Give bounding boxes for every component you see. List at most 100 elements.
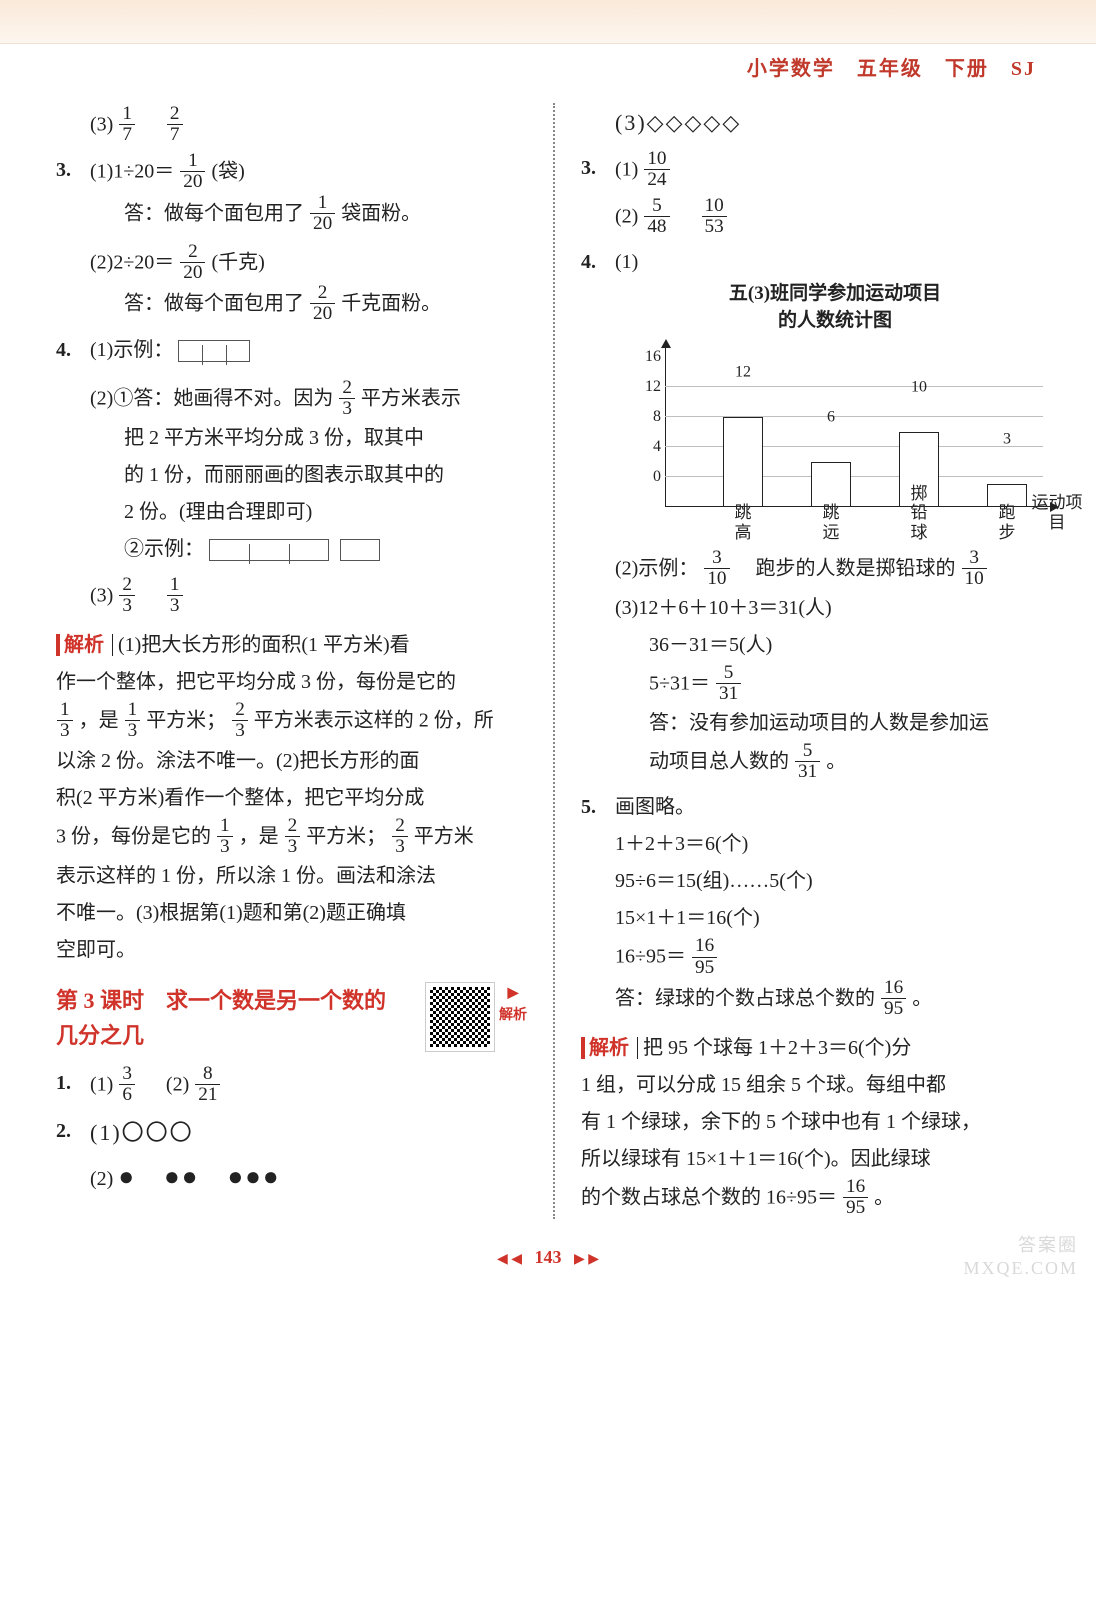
fraction: 220 — [180, 242, 205, 283]
page-header: 小学数学 五年级 下册 SJ — [0, 44, 1096, 85]
shapes-dots: (2) ● ●● ●●● — [90, 1153, 527, 1201]
text: 16÷95＝ — [615, 946, 686, 968]
line: (1)示例： — [90, 332, 527, 369]
q-number: 5. — [581, 789, 615, 1020]
text: 平方米； — [146, 709, 226, 731]
q-number: 2. — [56, 1113, 90, 1202]
fraction: 23 — [119, 575, 135, 616]
triangle-icon: ▶ ▶ — [574, 1252, 599, 1267]
label: (3) — [90, 113, 113, 135]
text: 积(2 平方米)看作一个整体，把它平均分成 — [56, 780, 527, 817]
text: 把 95 个球每 1＋2＋3＝6(个)分 — [643, 1037, 911, 1059]
text: 15×1＋1＝16(个) — [615, 900, 1054, 937]
text: (1)把大长方形的面积(1 平方米)看 — [118, 634, 410, 656]
dot-group: ● ●● ●●● — [118, 1162, 280, 1191]
analysis-label: 解析 — [581, 1037, 629, 1059]
line: (3) 23 13 — [90, 576, 527, 617]
fraction: 13 — [57, 700, 73, 741]
text: (3) — [90, 584, 113, 606]
text: (袋) — [211, 161, 244, 183]
line: (1)1÷20＝ 120 (袋) — [90, 152, 527, 193]
q-number: 1. — [56, 1065, 90, 1106]
line: 答：绿球的个数占球总个数的 1695 。 — [615, 979, 1054, 1020]
page-footer: ◀ ◀ 143 ▶ ▶ — [0, 1239, 1096, 1292]
fraction: 531 — [716, 663, 741, 704]
lesson-text: 第 3 课时 求一个数是另一个数的几分之几 — [56, 983, 386, 1053]
fraction: 120 — [180, 151, 205, 192]
text: 跑步的人数是掷铅球的 — [736, 557, 956, 579]
text: 作一个整体，把它平均分成 3 份，每份是它的 — [56, 664, 527, 701]
text: 答：做每个面包用了 — [124, 202, 304, 224]
chart-grid: 126103 — [665, 353, 1043, 507]
text: 。 — [874, 1186, 894, 1208]
line: 答：没有参加运动项目的人数是参加运 — [615, 705, 1055, 742]
chart-title: 五(3)班同学参加运动项目 的人数统计图 — [615, 281, 1055, 334]
text: (千克) — [211, 251, 264, 273]
text: 1 组，可以分成 15 组余 5 个球。每组中都 — [581, 1067, 1054, 1104]
fraction: 1053 — [702, 196, 727, 237]
text: (2)①答：她画得不对。因为 — [90, 387, 333, 409]
text: 2 份。(理由合理即可) — [90, 494, 527, 531]
text: 1＋2＋3＝6(个) — [615, 826, 1054, 863]
fraction: 1024 — [644, 149, 669, 190]
chart-bar — [811, 462, 851, 507]
text: 3 份，每份是它的 — [56, 825, 211, 847]
text: (1) — [615, 158, 638, 180]
chart-bar — [723, 417, 763, 507]
fraction: 13 — [167, 575, 183, 616]
line: (1) 36 (2) 821 — [90, 1065, 527, 1106]
shapes-diamonds: (3)◇◇◇◇◇ — [581, 103, 1054, 144]
qr-block: ▶解析 — [426, 983, 528, 1059]
text: 答：绿球的个数占球总个数的 — [615, 987, 875, 1009]
example-box — [340, 539, 380, 561]
fraction: 821 — [195, 1064, 220, 1105]
fraction: 23 — [232, 700, 248, 741]
fraction: 13 — [217, 816, 233, 857]
analysis-label: 解析 — [56, 634, 104, 656]
r-question-4: 4. (1) 五(3)班同学参加运动项目 的人数统计图 126103 04812… — [581, 244, 1054, 783]
text: 。 — [912, 987, 932, 1009]
text: 。 — [826, 750, 846, 772]
fraction: 23 — [285, 816, 301, 857]
example-box — [178, 340, 250, 362]
q-number: 4. — [581, 244, 615, 783]
line: ②示例： — [90, 531, 527, 568]
line: (1) 1024 — [615, 150, 1054, 191]
fraction: 220 — [310, 283, 335, 324]
left-column: (3) 17 27 3. (1)1÷20＝ 120 (袋) 答：做每个面包用了 … — [56, 103, 553, 1219]
fraction: 548 — [644, 196, 669, 237]
text: 表示这样的 1 份，所以涂 1 份。画法和涂法 — [56, 858, 527, 895]
question-4: 4. (1)示例： (2)①答：她画得不对。因为 23 平方米表示 把 2 平方… — [56, 332, 527, 618]
text: (2) — [166, 1073, 189, 1095]
r-question-3: 3. (1) 1024 (2) 548 1053 — [581, 150, 1054, 239]
text: 空即可。 — [56, 932, 527, 969]
text: (2) — [90, 1168, 113, 1190]
question-b2: 2. (1)〇〇〇 (2) ● ●● ●●● — [56, 1113, 527, 1202]
line: 动项目总人数的 531 。 — [615, 742, 1055, 783]
fraction: 17 — [119, 104, 135, 145]
text: 千克面粉。 — [341, 293, 441, 315]
text: 所以绿球有 15×1＋1＝16(个)。因此绿球 — [581, 1141, 1054, 1178]
fraction: 27 — [167, 104, 183, 145]
text: 答：没有参加运动项目的人数是参加运 — [649, 712, 989, 734]
text: (2)示例： — [615, 557, 698, 579]
text: (1) — [615, 251, 638, 273]
text: 画图略。 — [615, 789, 1054, 826]
fraction: 310 — [704, 548, 729, 589]
text: (1)1÷20＝ — [90, 161, 174, 183]
fraction: 36 — [119, 1064, 135, 1105]
line: 3 份，每份是它的 13 ，是 23 平方米； 23 平方米 — [56, 817, 527, 858]
line: 16÷95＝ 1695 — [615, 937, 1054, 978]
text: 36－31＝5(人) — [615, 627, 1055, 664]
fraction: 23 — [392, 816, 408, 857]
text: 5÷31＝ — [649, 672, 710, 694]
text: 有 1 个绿球，余下的 5 个球中也有 1 个绿球， — [581, 1104, 1054, 1141]
line: (2) 548 1053 — [615, 197, 1054, 238]
text: 以涂 2 份。涂法不唯一。(2)把长方形的面 — [56, 743, 527, 780]
shapes-circles: (1)〇〇〇 — [90, 1113, 527, 1154]
line: 5÷31＝ 531 — [615, 664, 1055, 705]
text: 95÷6＝15(组)……5(个) — [615, 863, 1054, 900]
text: (1)示例： — [90, 339, 173, 361]
question-b1: 1. (1) 36 (2) 821 — [56, 1065, 527, 1106]
line: (2)示例： 310 跑步的人数是掷铅球的 310 — [615, 549, 1055, 590]
